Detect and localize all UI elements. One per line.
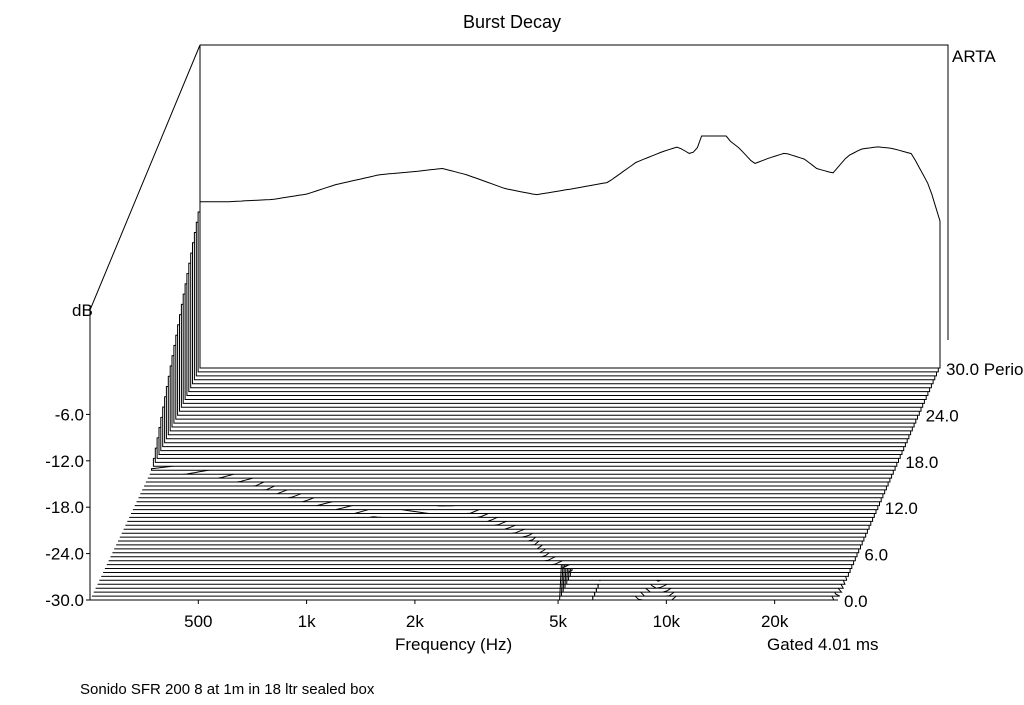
y-tick-label: -18.0	[45, 498, 84, 517]
z-tick-label: 30.0 Periods	[946, 360, 1024, 379]
z-tick-label: 6.0	[864, 546, 888, 565]
chart-caption: Sonido SFR 200 8 at 1m in 18 ltr sealed …	[80, 681, 375, 698]
x-axis-label: Frequency (Hz)	[395, 635, 513, 654]
arta-watermark: ARTA	[952, 47, 996, 66]
x-tick-label: 5k	[549, 612, 567, 631]
y-axis-unit: dB	[72, 301, 93, 320]
frame-back-wall	[200, 44, 949, 340]
z-tick-label: 24.0	[926, 406, 959, 425]
x-axis-ticks: 500 1k 2k 5k 10k 20k	[184, 600, 789, 631]
x-tick-label: 1k	[298, 612, 316, 631]
z-tick-label: 18.0	[905, 453, 938, 472]
decay-slice	[199, 135, 941, 369]
z-tick-label: 0.0	[844, 592, 868, 611]
x-tick-label: 500	[184, 612, 212, 631]
x-tick-label: 2k	[406, 612, 424, 631]
y-tick-label: -30.0	[45, 591, 84, 610]
y-tick-label: -12.0	[45, 452, 84, 471]
y-tick-label: -24.0	[45, 545, 84, 564]
chart-title: Burst Decay	[462, 12, 562, 32]
x-tick-label: 10k	[653, 612, 681, 631]
y-axis-ticks: dB -6.0 -12.0 -18.0 -24.0 -30.0	[45, 301, 93, 610]
z-tick-label: 12.0	[885, 499, 918, 518]
z-axis-ticks: 0.0 6.0 12.0 18.0 24.0 30.0 Periods	[844, 360, 1024, 611]
x-tick-label: 20k	[761, 612, 789, 631]
gated-label: Gated 4.01 ms	[767, 635, 879, 654]
y-tick-label: -6.0	[55, 405, 84, 424]
waterfall-slices	[90, 135, 941, 601]
